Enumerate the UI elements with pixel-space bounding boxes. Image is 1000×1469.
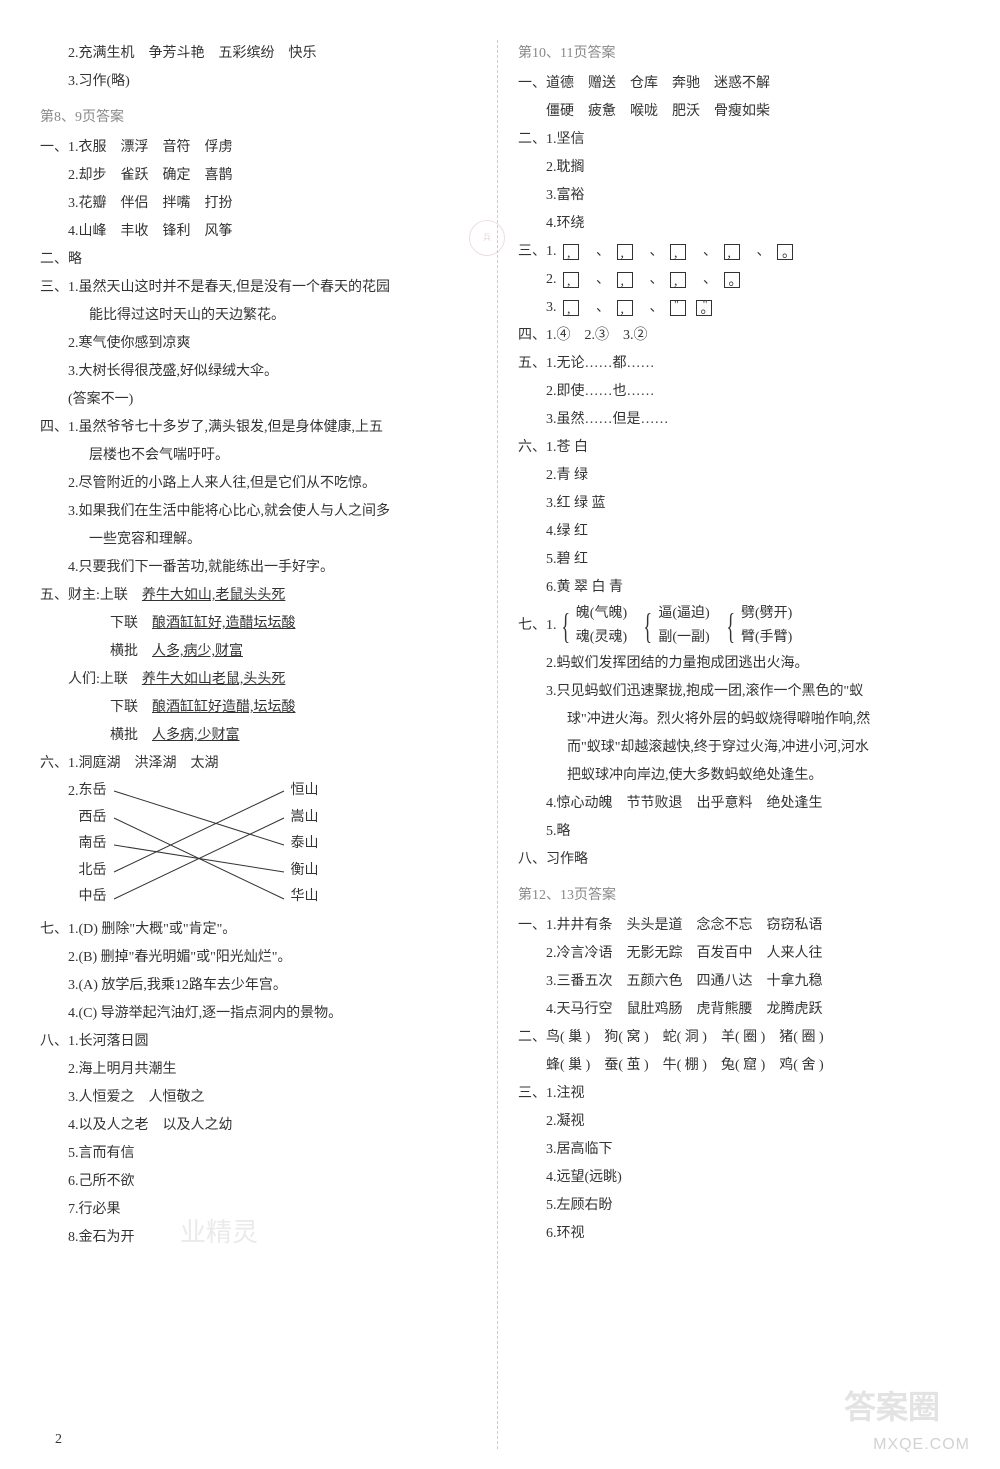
punctuation-boxes: 2. , 、 , 、 , 、 。 bbox=[546, 266, 960, 294]
stamp-icon: 兵 bbox=[469, 220, 505, 256]
text-line: 3.红 绿 蓝 bbox=[546, 490, 960, 518]
text-line: 球"冲进火海。烈火将外层的蚂蚁烧得噼啪作响,然 bbox=[567, 706, 960, 734]
text-line: 层楼也不会气喘吁吁。 bbox=[89, 442, 482, 470]
text-line: 二、鸟( 巢 ) 狗( 窝 ) 蛇( 洞 ) 羊( 圈 ) 猪( 圈 ) bbox=[518, 1024, 960, 1052]
text-line: 2.即使……也…… bbox=[546, 378, 960, 406]
right-column: 第10、11页答案 一、道德 赠送 仓库 奔驰 迷惑不解 僵硬 疲惫 喉咙 肥沃… bbox=[518, 40, 960, 1449]
couplet-line: 五、财主:上联 养牛大如山,老鼠头头死 bbox=[40, 582, 482, 610]
couplet-line: 横批 人多,病少,财富 bbox=[110, 638, 482, 666]
watermark: 业精灵 bbox=[180, 1207, 258, 1259]
text-line: 2.凝视 bbox=[546, 1108, 960, 1136]
text-line: 2.海上明月共潮生 bbox=[68, 1056, 482, 1084]
punctuation-boxes: 三、1. , 、 , 、 , 、 , 、 。 bbox=[518, 238, 960, 266]
text-line: 4.惊心动魄 节节败退 出乎意料 绝处逢生 bbox=[546, 790, 960, 818]
text-line: 5.碧 红 bbox=[546, 546, 960, 574]
text-line: 3.富裕 bbox=[546, 182, 960, 210]
text-line: 3.居高临下 bbox=[546, 1136, 960, 1164]
text-line: 一、1.井井有条 头头是道 念念不忘 窃窃私语 bbox=[518, 912, 960, 940]
text-line: 八、1.长河落日圆 bbox=[40, 1028, 482, 1056]
section-header: 第12、13页答案 bbox=[518, 882, 960, 910]
text-line: 2.青 绿 bbox=[546, 462, 960, 490]
text-line: 八、习作略 bbox=[518, 846, 960, 874]
text-line: 三、1.虽然天山这时并不是春天,但是没有一个春天的花园 bbox=[40, 274, 482, 302]
label: 2. bbox=[68, 778, 79, 916]
text-line: 三、1.注视 bbox=[518, 1080, 960, 1108]
couplet-line: 下联 酿酒缸缸好造醋,坛坛酸 bbox=[110, 694, 482, 722]
section-header: 第8、9页答案 bbox=[40, 104, 482, 132]
text-line: 3.大树长得很茂盛,好似绿绒大伞。 bbox=[68, 358, 482, 386]
text-line: 8.金石为开 bbox=[68, 1224, 482, 1252]
text-line: 五、1.无论……都…… bbox=[518, 350, 960, 378]
text-line: (答案不一) bbox=[68, 386, 482, 414]
text-line: 蜂( 巢 ) 蚕( 茧 ) 牛( 棚 ) 兔( 窟 ) 鸡( 舍 ) bbox=[546, 1052, 960, 1080]
text-line: 4.远望(远眺) bbox=[546, 1164, 960, 1192]
matching-diagram: 东岳恒山 西岳嵩山 南岳泰山 北岳衡山 中岳华山 bbox=[79, 778, 319, 911]
text-line: 3.习作(略) bbox=[68, 68, 482, 96]
text-line: 4.天马行空 鼠肚鸡肠 虎背熊腰 龙腾虎跃 bbox=[546, 996, 960, 1024]
text-line: 2.耽搁 bbox=[546, 154, 960, 182]
left-column: 2.充满生机 争芳斗艳 五彩缤纷 快乐 3.习作(略) 第8、9页答案 一、1.… bbox=[40, 40, 498, 1449]
text-line: 而"蚁球"却越滚越快,终于穿过火海,冲进小河,河水 bbox=[567, 734, 960, 762]
couplet-line: 横批 人多病,少财富 bbox=[110, 722, 482, 750]
text-line: 3.三番五次 五颜六色 四通八达 十拿九稳 bbox=[546, 968, 960, 996]
text-line: 4.绿 红 bbox=[546, 518, 960, 546]
couplet-line: 人们:上联 养牛大如山老鼠,头头死 bbox=[68, 666, 482, 694]
text-line: 2.却步 雀跃 确定 喜鹊 bbox=[68, 162, 482, 190]
text-line: 六、1.苍 白 bbox=[518, 434, 960, 462]
couplet-line: 下联 酿酒缸缸好,造醋坛坛酸 bbox=[110, 610, 482, 638]
text-line: 7.行必果 bbox=[68, 1196, 482, 1224]
text-line: 2.冷言冷语 无影无踪 百发百中 人来人往 bbox=[546, 940, 960, 968]
text-line: 5.言而有信 bbox=[68, 1140, 482, 1168]
text-line: 僵硬 疲惫 喉咙 肥沃 骨瘦如柴 bbox=[546, 98, 960, 126]
text-line: 4.环绕 bbox=[546, 210, 960, 238]
text-line: 一些宽容和理解。 bbox=[89, 526, 482, 554]
text-line: 七、1.(D) 删除"大概"或"肯定"。 bbox=[40, 916, 482, 944]
text-line: 5.左顾右盼 bbox=[546, 1192, 960, 1220]
text-line: 6.环视 bbox=[546, 1220, 960, 1248]
bracket-group-row: 七、1. { 魄(气魄) 魂(灵魂) { 逼(逼迫) 副(一副) { 劈(劈开) bbox=[518, 602, 960, 650]
text-line: 一、1.衣服 漂浮 音符 俘虏 bbox=[40, 134, 482, 162]
text-line: 3.只见蚂蚁们迅速聚拢,抱成一团,滚作一个黑色的"蚁 bbox=[546, 678, 960, 706]
punctuation-boxes: 3. , 、 , 、 " "。 bbox=[546, 294, 960, 322]
text-line: 3.(A) 放学后,我乘12路车去少年宫。 bbox=[68, 972, 482, 1000]
page-number: 2 bbox=[55, 1426, 62, 1454]
text-line: 6.黄 翠 白 青 bbox=[546, 574, 960, 602]
text-line: 二、略 bbox=[40, 246, 482, 274]
text-line: 2.(B) 删掉"春光明媚"或"阳光灿烂"。 bbox=[68, 944, 482, 972]
text-line: 3.人恒爱之 人恒敬之 bbox=[68, 1084, 482, 1112]
text-line: 能比得过这时天山的天边繁花。 bbox=[89, 302, 482, 330]
watermark: MXQE.COM bbox=[873, 1429, 970, 1461]
text-line: 4.山峰 丰收 锋利 风筝 bbox=[68, 218, 482, 246]
section-header: 第10、11页答案 bbox=[518, 40, 960, 68]
text-line: 六、1.洞庭湖 洪泽湖 太湖 bbox=[40, 750, 482, 778]
text-line: 3.如果我们在生活中能将心比心,就会使人与人之间多 bbox=[68, 498, 482, 526]
text-line: 6.己所不欲 bbox=[68, 1168, 482, 1196]
text-line: 2.蚂蚁们发挥团结的力量抱成团逃出火海。 bbox=[546, 650, 960, 678]
text-line: 把蚁球冲向岸边,使大多数蚂蚁绝处逢生。 bbox=[567, 762, 960, 790]
text-line: 3.虽然……但是…… bbox=[546, 406, 960, 434]
text-line: 5.略 bbox=[546, 818, 960, 846]
text-line: 4.(C) 导游举起汽油灯,逐一指点洞内的景物。 bbox=[68, 1000, 482, 1028]
text-line: 4.只要我们下一番苦功,就能练出一手好字。 bbox=[68, 554, 482, 582]
text-line: 2.充满生机 争芳斗艳 五彩缤纷 快乐 bbox=[68, 40, 482, 68]
text-line: 2.寒气使你感到凉爽 bbox=[68, 330, 482, 358]
text-line: 4.以及人之老 以及人之幼 bbox=[68, 1112, 482, 1140]
text-line: 二、1.坚信 bbox=[518, 126, 960, 154]
text-line: 3.花瓣 伴侣 拌嘴 打扮 bbox=[68, 190, 482, 218]
text-line: 四、1.④ 2.③ 3.② bbox=[518, 322, 960, 350]
text-line: 2.尽管附近的小路上人来人往,但是它们从不吃惊。 bbox=[68, 470, 482, 498]
text-line: 四、1.虽然爷爷七十多岁了,满头银发,但是身体健康,上五 bbox=[40, 414, 482, 442]
text-line: 一、道德 赠送 仓库 奔驰 迷惑不解 bbox=[518, 70, 960, 98]
